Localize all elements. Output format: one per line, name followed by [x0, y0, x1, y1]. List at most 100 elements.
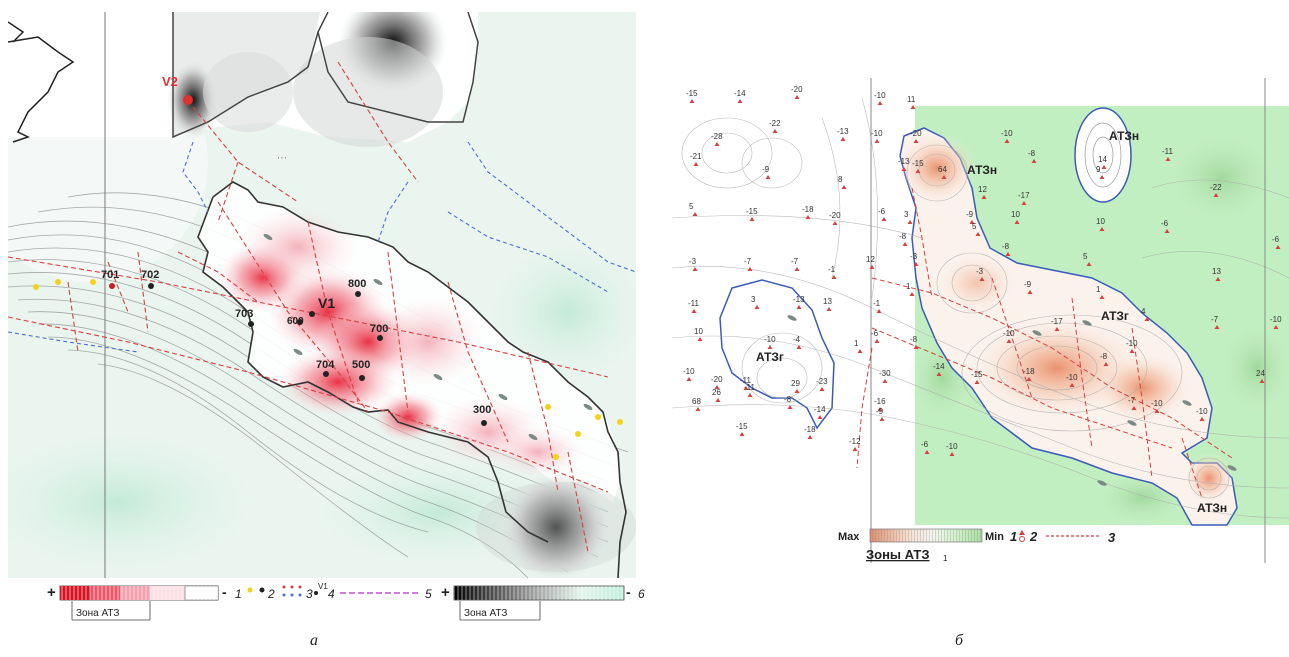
value-point-label: -8 — [899, 232, 907, 241]
blue-lines-a — [8, 141, 636, 353]
value-point-marker — [874, 139, 880, 143]
value-point-marker — [767, 345, 773, 349]
legend-a-n4: 4 — [328, 587, 335, 601]
value-point-label: -4 — [793, 335, 801, 344]
value-point-marker — [794, 389, 800, 393]
value-point-marker — [909, 292, 915, 296]
value-point-marker — [743, 386, 749, 390]
value-point-marker — [1275, 245, 1281, 249]
value-point-label: -21 — [690, 152, 702, 161]
legend-a-n3: 3 — [306, 587, 313, 601]
value-point-label: -1 — [828, 265, 836, 274]
value-point-label: -10 — [1066, 373, 1078, 382]
value-points: -15 -14 -20-10 11-28-22-13 -10 -20-21-98-13-1… — [683, 85, 1282, 456]
value-point-marker — [737, 99, 743, 103]
value-point-label: -3 — [910, 252, 918, 261]
value-point-marker — [1099, 227, 1105, 231]
value-point-label: -17 — [1018, 191, 1030, 200]
map-panel-a: V2 701 702 703 V1 600 800 700 704 500 30… — [8, 12, 636, 578]
value-point-label: -12 — [849, 437, 861, 446]
value-point-label: -13 — [837, 127, 849, 136]
legend-b: Max Min 1 2 3 Зоны АТЗ 1 — [838, 523, 1158, 565]
value-point-label: -3 — [689, 257, 697, 266]
value-point-marker — [975, 232, 981, 236]
well-702-label: 702 — [141, 269, 159, 281]
well-600-label: 600 — [287, 316, 304, 327]
value-point-label: -9 — [876, 407, 884, 416]
well-703-label: 703 — [235, 308, 253, 320]
value-point-label: -11 — [744, 383, 756, 392]
value-point-label: -15 — [912, 159, 924, 168]
svg-text:' ' ': ' ' ' — [278, 157, 286, 164]
value-point-label: -15 — [686, 89, 698, 98]
value-point-label: 68 — [692, 397, 701, 406]
value-point-marker — [1005, 252, 1011, 256]
value-point-label: -22 — [769, 119, 781, 128]
map-b-canvas: АТЗн АТЗн АТЗг АТЗг АТЗн -15 -14 -20-10 11-… — [672, 78, 1289, 563]
value-point-label: 12 — [866, 255, 875, 264]
value-point-marker — [1273, 325, 1279, 329]
value-point-label: 10 — [1011, 210, 1020, 219]
value-point-marker — [807, 435, 813, 439]
value-point-label: -1 — [873, 299, 881, 308]
legend-a-n5: 5 — [425, 587, 432, 601]
value-point-label: -15 — [746, 207, 758, 216]
value-point-label: 12 — [978, 185, 987, 194]
value-point-label: -6 — [1161, 219, 1169, 228]
value-point-label: -7 — [1211, 315, 1219, 324]
value-point-marker — [949, 452, 955, 456]
map-a-canvas: V2 701 702 703 V1 600 800 700 704 500 30… — [8, 12, 636, 578]
value-point-marker — [1154, 409, 1160, 413]
value-point-label: 13 — [1212, 267, 1221, 276]
value-point-marker — [1069, 383, 1075, 387]
value-point-marker — [1004, 139, 1010, 143]
value-point-label: -11 — [1162, 147, 1174, 156]
legend-a: + - 1 2 3 V1 4 5 + - 6 Зона АТЗ Зона АТЗ — [40, 580, 650, 626]
value-point-marker — [805, 215, 811, 219]
value-point-label: -18 — [1023, 367, 1035, 376]
svg-text:-: - — [626, 584, 631, 600]
value-point-marker — [692, 212, 698, 216]
value-point-label: -10 — [874, 91, 886, 100]
legend-a-v1: V1 — [318, 582, 328, 591]
zone-label-3: АТЗг — [1101, 309, 1129, 323]
legend-b-n2: 2 — [1029, 529, 1038, 544]
value-point-marker — [692, 267, 698, 271]
value-point-marker — [686, 377, 692, 381]
legend-a-zone-right: Зона АТЗ — [464, 608, 507, 619]
well-v2-marker — [183, 95, 193, 105]
svg-text:+: + — [441, 584, 450, 601]
value-point-marker — [840, 137, 846, 141]
value-point-marker — [852, 447, 858, 451]
value-point-marker — [924, 450, 930, 454]
value-point-label: -9 — [1024, 280, 1032, 289]
value-point-marker — [910, 105, 916, 109]
value-point-marker — [747, 393, 753, 397]
legend-a-n6: 6 — [638, 587, 645, 601]
value-point-marker — [974, 380, 980, 384]
value-point-marker — [754, 305, 760, 309]
value-point-marker — [869, 265, 875, 269]
value-point-marker — [1021, 201, 1027, 205]
value-point-marker — [765, 175, 771, 179]
value-point-label: 1 — [1096, 285, 1101, 294]
value-point-marker — [941, 175, 947, 179]
atz-boundary-small — [1074, 107, 1132, 203]
wells-a: V2 701 702 703 V1 600 800 700 704 500 30… — [101, 74, 491, 426]
value-point-label: 64 — [938, 165, 947, 174]
legend-b-max: Max — [838, 531, 860, 543]
value-point-label: -10 — [1003, 329, 1015, 338]
value-point-label: 10 — [694, 327, 703, 336]
value-point-marker — [691, 309, 697, 313]
dark-anomaly-bottom — [501, 472, 611, 578]
value-point-marker — [913, 345, 919, 349]
value-point-marker — [877, 407, 883, 411]
value-point-label: 3 — [904, 210, 909, 219]
value-point-label: -6 — [878, 207, 886, 216]
legend-a-plus: + — [47, 584, 56, 601]
value-point-marker — [796, 305, 802, 309]
value-point-marker — [1214, 325, 1220, 329]
value-point-marker — [794, 267, 800, 271]
value-point-label: -10 — [871, 129, 883, 138]
value-point-marker — [714, 385, 720, 389]
